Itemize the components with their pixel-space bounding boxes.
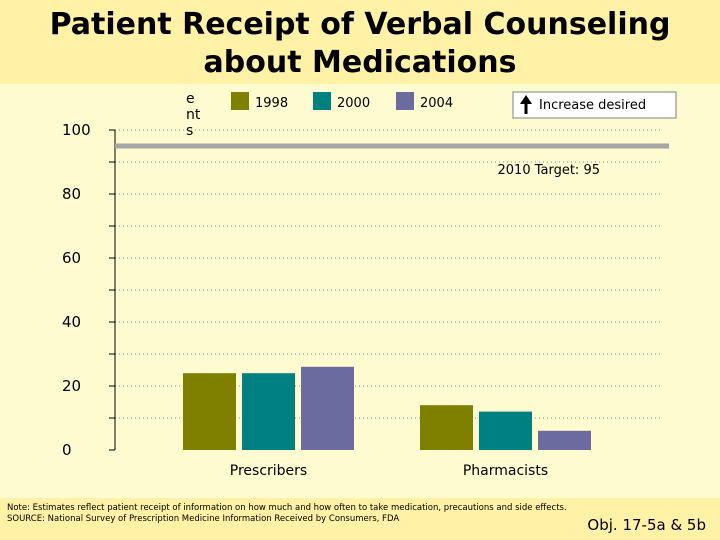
y-tick-label: 100 [62,121,91,139]
bar-1998-prescribers [183,373,236,450]
bar-2000-prescribers [242,373,295,450]
y-tick-label: 40 [62,313,81,331]
y-tick-label: 60 [62,249,81,267]
chart-title: Patient Receipt of Verbal Counseling abo… [0,6,720,82]
x-category-label: Pharmacists [463,463,548,479]
bar-2004-pharmacists [538,430,591,450]
y-tick-label: 0 [62,441,72,459]
legend-label-1998: 1998 [255,96,288,111]
target-label: 2010 Target: 95 [498,163,601,178]
ylabel-fragment: s [186,123,193,139]
y-tick-label: 20 [62,377,81,395]
y-tick-label: 80 [62,185,81,203]
legend-swatch-2004 [396,92,414,110]
footer-band [0,498,720,540]
note-text: Note: Estimates reflect patient receipt … [7,503,567,513]
bar-2000-pharmacists [479,411,532,450]
bar-1998-pharmacists [420,405,473,450]
x-category-label: Prescribers [230,463,307,479]
objective-label: Obj. 17-5a & 5b [587,516,706,534]
footnote: Note: Estimates reflect patient receipt … [7,503,567,525]
legend-swatch-2000 [313,92,331,110]
ylabel-fragment: e [186,91,195,107]
title-line-1: Patient Receipt of Verbal Counseling [49,7,671,42]
increase-arrow-head [520,95,532,104]
increase-desired-label: Increase desired [539,98,646,113]
legend-label-2004: 2004 [420,96,453,111]
chart: 0 20 40 60 80 100 2010 Target: 95 Prescribers Ph… [62,91,677,479]
title-band [0,0,720,84]
legend-label-2000: 2000 [337,96,370,111]
source-text: SOURCE: National Survey of Prescription … [7,514,400,524]
title-line-2: about Medications [203,45,517,80]
increase-desired-box [512,91,677,119]
ylabel-fragment: nt [186,107,201,123]
bar-2004-prescribers [301,366,354,450]
legend-swatch-1998 [231,92,249,110]
